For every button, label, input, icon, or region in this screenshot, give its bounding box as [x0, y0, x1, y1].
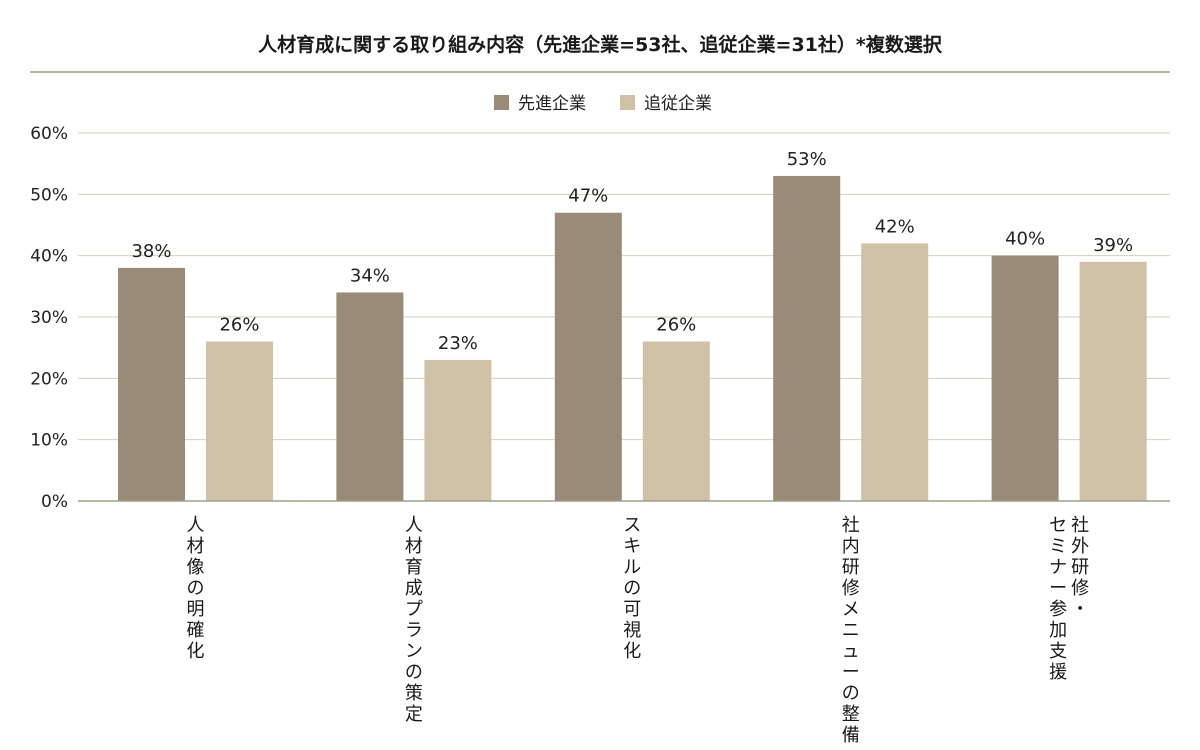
chart-title: 人材育成に関する取り組み内容（先進企業=53社、追従企業=31社）*複数選択	[258, 33, 943, 56]
data-label: 26%	[656, 315, 696, 336]
bar-series-2-cat-3	[642, 341, 710, 501]
x-tick-label: 社内研修メニューの整備	[842, 515, 860, 746]
bar-series-1-cat-1	[118, 267, 185, 501]
data-label: 40%	[1005, 229, 1045, 250]
data-label: 34%	[350, 265, 390, 286]
bars	[118, 175, 1147, 501]
y-tick-label: 40%	[30, 247, 68, 267]
bar-series-2-cat-1	[206, 341, 273, 501]
value-labels: 38% 26% 34% 23% 47% 26% 53% 42% 40% 39%	[131, 149, 1133, 354]
x-tick-label: セミナー参加支援	[1049, 515, 1067, 683]
data-label: 39%	[1093, 235, 1133, 256]
data-label: 23%	[438, 333, 478, 354]
y-tick-label: 20%	[30, 369, 68, 389]
bar-series-1-cat-4	[773, 175, 841, 501]
bar-series-1-cat-2	[336, 292, 404, 501]
y-tick-label: 60%	[30, 124, 68, 144]
y-tick-label: 30%	[30, 308, 68, 328]
data-label: 26%	[219, 315, 259, 336]
bar-series-2-cat-5	[1079, 261, 1147, 501]
x-tick-label: 社外研修・	[1071, 515, 1089, 620]
data-label: 47%	[568, 186, 608, 207]
bar-series-1-cat-5	[991, 255, 1059, 501]
bar-series-2-cat-4	[861, 243, 929, 501]
bar-series-1-cat-3	[554, 212, 622, 501]
legend-label-series-1: 先進企業	[518, 94, 586, 114]
legend-swatch-series-1	[494, 95, 509, 110]
y-axis: 0% 10% 20% 30% 40% 50% 60%	[30, 124, 68, 512]
data-label: 38%	[131, 241, 171, 262]
x-tick-label: 人材育成プランの策定	[405, 515, 423, 725]
x-tick-label: スキルの可視化	[623, 515, 641, 662]
legend-swatch-series-2	[620, 95, 635, 110]
y-tick-label: 10%	[30, 431, 68, 451]
data-label: 53%	[787, 149, 827, 170]
x-tick-label: 人材像の明確化	[187, 515, 205, 662]
legend: 先進企業 追従企業	[494, 94, 712, 114]
x-axis: 人材像の明確化 人材育成プランの策定 スキルの可視化 社内研修メニューの整備 社外研修・…	[78, 500, 1170, 746]
bar-series-2-cat-2	[424, 359, 492, 501]
y-tick-label: 0%	[41, 492, 68, 512]
legend-label-series-2: 追従企業	[644, 94, 712, 114]
data-label: 42%	[875, 216, 915, 237]
y-tick-label: 50%	[30, 185, 68, 205]
